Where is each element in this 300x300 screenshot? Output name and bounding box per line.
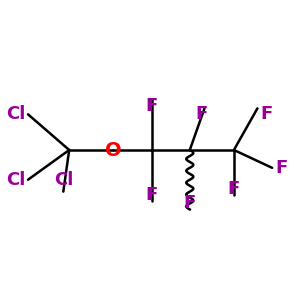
Text: O: O [105,140,122,160]
Text: Cl: Cl [54,171,73,189]
Text: F: F [275,159,287,177]
Text: Cl: Cl [6,171,25,189]
Text: F: F [146,185,158,203]
Text: F: F [260,105,273,123]
Text: F: F [146,97,158,115]
Text: F: F [195,105,208,123]
Text: F: F [228,180,240,198]
Text: F: F [184,194,196,212]
Text: Cl: Cl [6,105,25,123]
